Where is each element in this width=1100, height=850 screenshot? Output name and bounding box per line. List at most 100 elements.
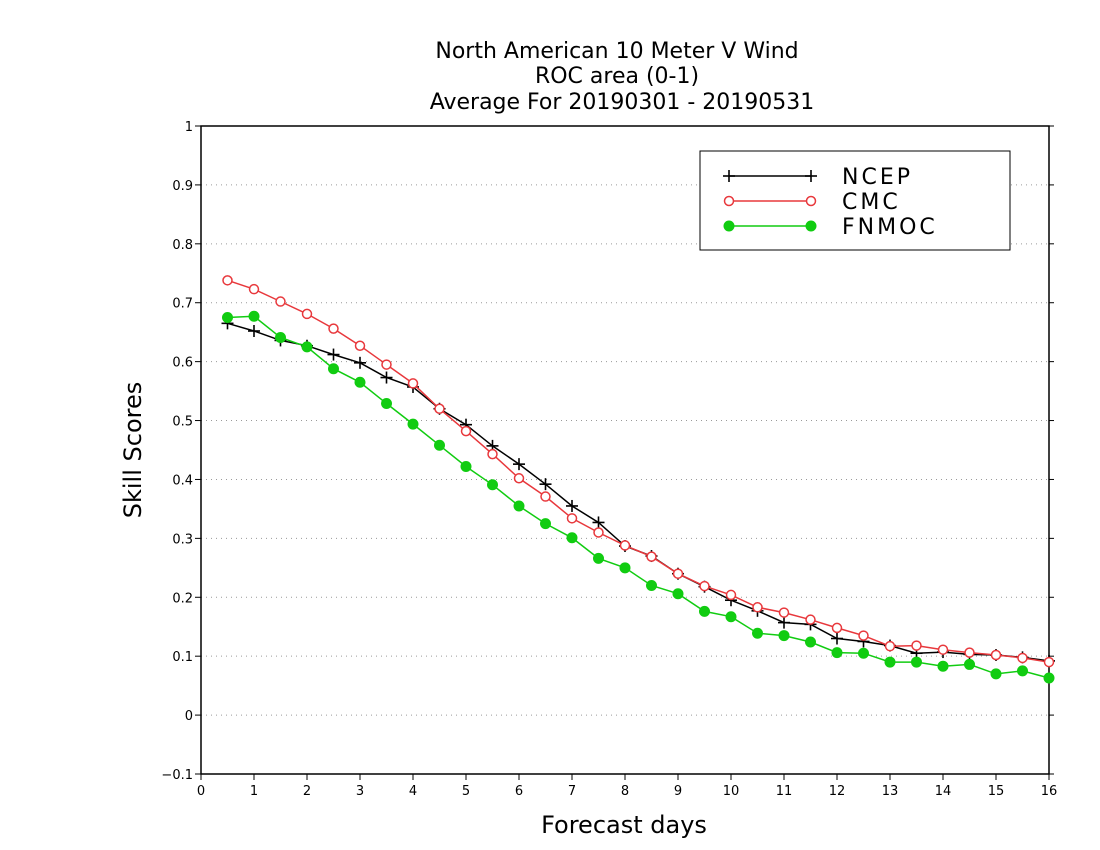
data-point-cmc (699, 580, 710, 592)
data-point-fnmoc (328, 363, 339, 375)
data-point-fnmoc (752, 627, 763, 639)
legend-marker-ncep (723, 170, 735, 182)
x-tick-label: 9 (674, 784, 682, 799)
series-line-fnmoc (227, 315, 1050, 679)
data-point-cmc (937, 644, 949, 655)
y-tick-label: 0.5 (172, 415, 193, 430)
data-point-cmc (460, 425, 472, 437)
data-point-cmc (593, 527, 604, 538)
y-tick-label: 0 (185, 709, 193, 724)
data-point-fnmoc (1017, 665, 1028, 677)
data-point-cmc (222, 275, 233, 286)
legend-label-ncep: NCEP (842, 165, 913, 190)
data-point-fnmoc (513, 500, 525, 512)
data-point-fnmoc (434, 439, 445, 451)
data-point-cmc (831, 622, 843, 634)
y-tick-label: 0.1 (172, 650, 193, 665)
x-tick-label: 5 (462, 784, 470, 799)
x-tick-label: 1 (250, 784, 258, 799)
data-point-ncep (380, 371, 393, 384)
x-tick-label: 16 (1041, 784, 1058, 799)
data-point-fnmoc (222, 311, 233, 323)
data-point-ncep (592, 516, 605, 529)
data-point-fnmoc (858, 647, 869, 659)
data-point-cmc (672, 568, 684, 579)
y-tick-label: 0.3 (172, 532, 193, 547)
data-point-ncep (513, 458, 525, 471)
data-point-cmc (407, 378, 419, 389)
data-point-cmc (434, 403, 445, 415)
y-tick-label: 0.7 (172, 297, 193, 312)
data-point-cmc (646, 551, 657, 562)
x-tick-label: 4 (409, 784, 417, 799)
x-tick-label: 2 (303, 784, 311, 799)
legend-marker-cmc (805, 195, 817, 207)
legend-marker-fnmoc (723, 220, 735, 232)
y-tick-label: 0.4 (172, 473, 193, 488)
data-point-ncep (248, 325, 260, 338)
data-point-cmc (858, 630, 869, 641)
data-point-fnmoc (487, 479, 498, 491)
data-point-cmc (884, 640, 896, 652)
grid (201, 184, 1049, 716)
data-point-cmc (275, 296, 286, 307)
y-tick-label: 1 (185, 120, 193, 135)
data-point-cmc (778, 607, 790, 618)
x-tick-label: 6 (515, 784, 523, 799)
data-point-fnmoc (964, 658, 975, 670)
legend-label-fnmoc: FNMOC (842, 215, 938, 240)
data-point-cmc (248, 283, 260, 295)
data-point-ncep (327, 348, 340, 361)
data-point-cmc (964, 647, 975, 658)
data-point-fnmoc (460, 460, 472, 472)
y-tick-label: 0.9 (172, 179, 193, 194)
x-tick-label: 13 (882, 784, 899, 799)
axis-ticks: −0.100.10.20.30.40.50.60.70.80.910 1 2 3 4 5 6… (161, 120, 1057, 799)
series (221, 275, 1055, 684)
data-point-cmc (301, 308, 313, 320)
chart-title-line-2: ROC area (0-1) (535, 64, 699, 89)
data-point-cmc (805, 614, 816, 625)
x-tick-label: 10 (723, 784, 740, 799)
legend-marker-ncep (805, 170, 817, 182)
data-point-cmc (752, 602, 763, 613)
data-point-ncep (354, 356, 366, 369)
data-point-cmc (354, 340, 366, 351)
data-point-ncep (831, 632, 843, 645)
x-tick-label: 15 (988, 784, 1005, 799)
data-point-fnmoc (884, 656, 896, 668)
data-point-fnmoc (275, 331, 286, 343)
data-point-cmc (911, 640, 922, 651)
data-point-fnmoc (248, 310, 260, 322)
x-tick-label: 14 (935, 784, 952, 799)
x-tick-label: 0 (197, 784, 205, 799)
data-point-fnmoc (990, 668, 1002, 680)
x-tick-label: 3 (356, 784, 364, 799)
series-cmc (222, 275, 1055, 668)
data-point-fnmoc (672, 588, 684, 600)
data-point-cmc (540, 491, 551, 502)
data-point-cmc (1043, 656, 1055, 668)
data-point-ncep (566, 499, 578, 512)
x-axis-title: Forecast days (541, 811, 707, 839)
data-point-fnmoc (381, 397, 392, 409)
data-point-ncep (539, 478, 552, 491)
y-tick-label: −0.1 (161, 768, 193, 783)
data-point-cmc (566, 513, 578, 524)
data-point-fnmoc (911, 656, 922, 668)
chart-title-line-3: Average For 20190301 - 20190531 (430, 90, 815, 115)
data-point-fnmoc (354, 376, 366, 388)
data-point-fnmoc (805, 636, 816, 648)
data-point-fnmoc (566, 532, 578, 544)
data-point-ncep (778, 616, 790, 629)
x-tick-label: 7 (568, 784, 576, 799)
data-point-fnmoc (937, 660, 949, 672)
y-tick-label: 0.8 (172, 238, 193, 253)
data-point-cmc (619, 540, 631, 551)
series-line-cmc (227, 279, 1050, 663)
data-point-fnmoc (831, 647, 843, 659)
data-point-cmc (1017, 652, 1028, 664)
series-ncep (221, 317, 1055, 667)
